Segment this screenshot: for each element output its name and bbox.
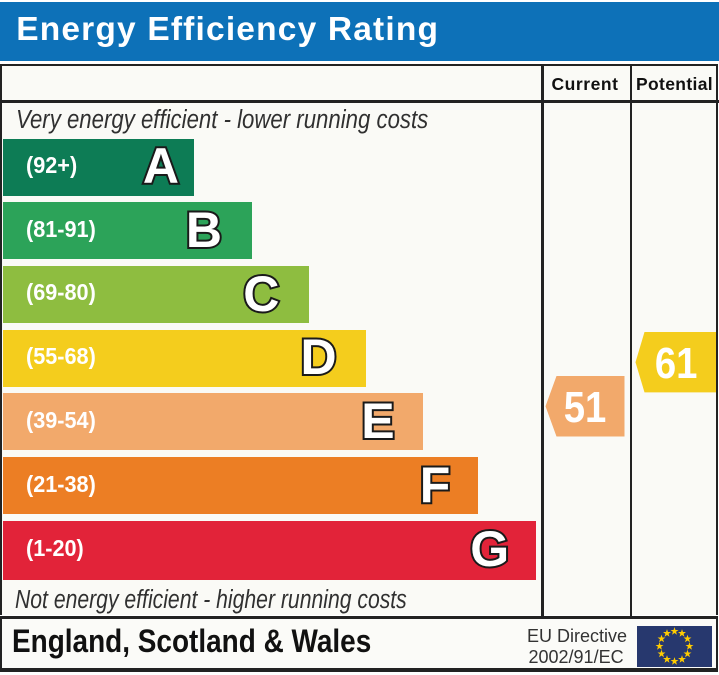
svg-text:51: 51 (564, 383, 607, 432)
svg-text:61: 61 (654, 339, 697, 388)
